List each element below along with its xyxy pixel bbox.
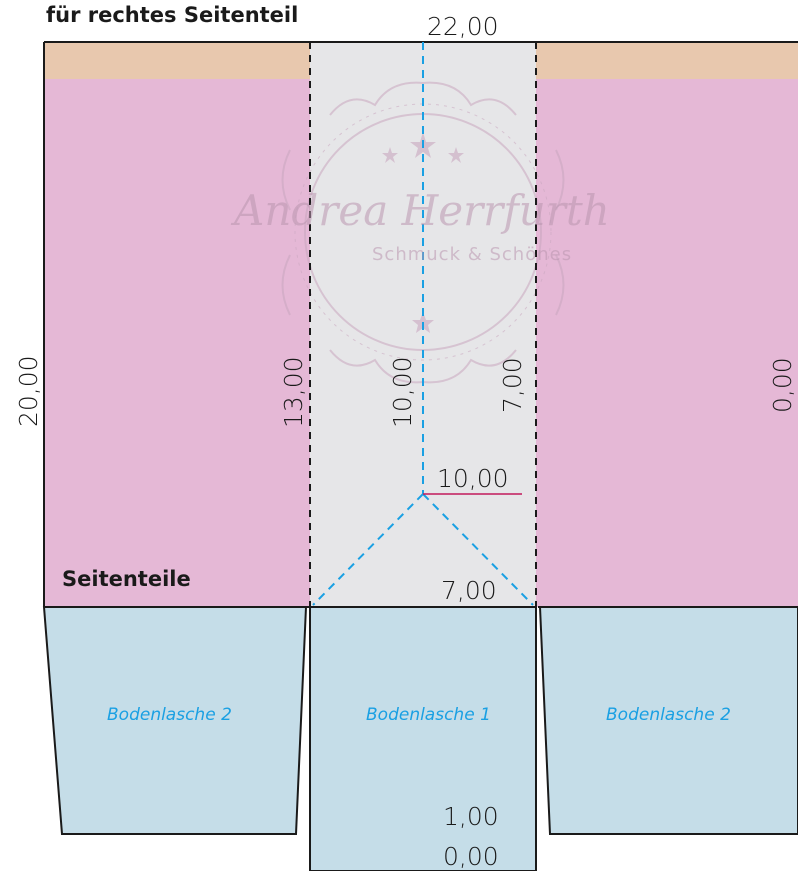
right-edge-label: 0,00	[768, 357, 797, 413]
diagonal-bottom-label: 7,00	[441, 576, 497, 605]
flap-left-label: Bodenlasche 2	[107, 705, 232, 725]
fold-left-label: 13,00	[279, 356, 308, 428]
diagonal-fold-left	[312, 493, 424, 606]
diagonal-fold-right	[422, 493, 534, 606]
page-title: für rechtes Seitenteil	[46, 3, 299, 27]
flap-center-label: Bodenlasche 1	[366, 705, 491, 725]
right-top-strip	[536, 42, 798, 79]
top-width-label: 22,00	[427, 12, 499, 41]
flap-right-label: Bodenlasche 2	[606, 705, 731, 725]
bottom-lower-label: 0,00	[443, 842, 499, 871]
watermark-tagline: Schmuck & Schönes	[372, 244, 573, 265]
watermark-name: Andrea Herrfurth	[234, 186, 610, 235]
right-side-panel	[536, 79, 798, 607]
left-height-label: 20,00	[14, 355, 43, 427]
fold-right-label: 7,00	[498, 357, 527, 413]
section-label: Seitenteile	[62, 567, 191, 591]
left-top-strip	[44, 42, 310, 79]
left-side-panel	[44, 79, 310, 607]
bottom-upper-label: 1,00	[443, 802, 499, 831]
center-label: 10,00	[388, 356, 417, 428]
bottom-flap-center	[309, 606, 537, 871]
diagonal-top-label: 10,00	[437, 464, 509, 493]
